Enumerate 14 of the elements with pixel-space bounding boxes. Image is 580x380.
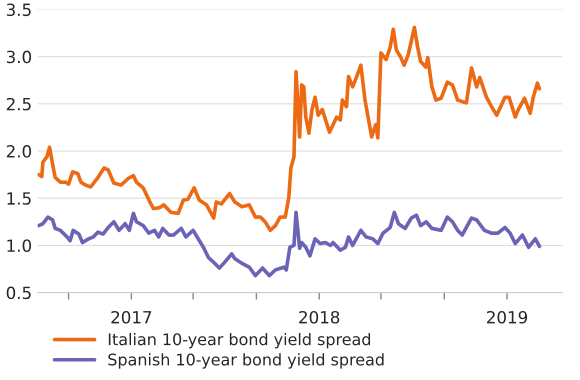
- y-tick-label: 3.5: [6, 3, 31, 16]
- y-tick-label: 3.0: [6, 50, 32, 64]
- y-tick-label: 1.5: [7, 192, 31, 205]
- y-tick-label: 2.0: [6, 145, 32, 158]
- legend-label: Italian 10-year bond yield spread: [108, 332, 370, 348]
- x-tick-label: 2017: [111, 310, 152, 324]
- x-tick-label: 2018: [299, 310, 340, 324]
- line-series: [38, 26, 542, 232]
- line-series: [38, 210, 542, 278]
- y-tick-label: 1.0: [7, 239, 32, 252]
- legend-label: Spanish 10-year bond yield spread: [108, 353, 384, 369]
- x-tick-label: 2019: [487, 310, 528, 324]
- y-tick-label: 2.5: [6, 98, 31, 110]
- y-tick-label: 0.5: [6, 286, 31, 300]
